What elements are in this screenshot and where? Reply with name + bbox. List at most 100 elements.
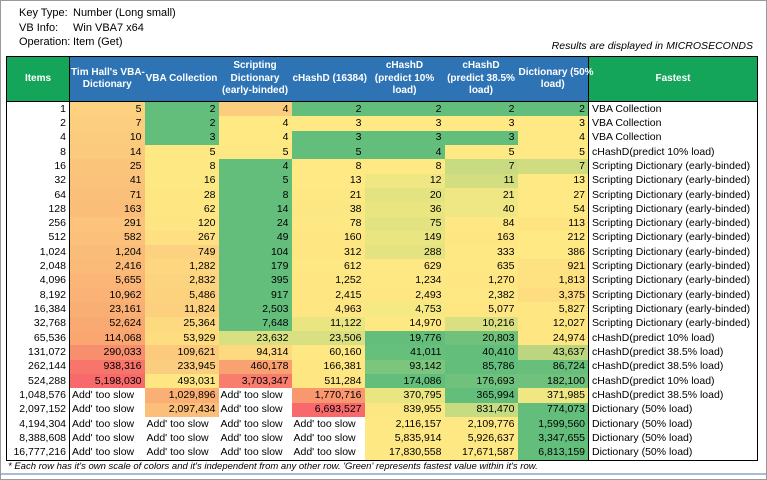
value-cell[interactable]: 25	[69, 159, 145, 174]
value-cell[interactable]: 13	[291, 173, 365, 188]
value-cell[interactable]: 267	[144, 230, 219, 246]
value-cell[interactable]: 1,599,560	[517, 416, 589, 432]
items-cell[interactable]: 2,048	[6, 259, 70, 274]
value-cell[interactable]: 365,994	[444, 388, 518, 403]
value-cell[interactable]: 291	[69, 216, 145, 231]
value-cell[interactable]: 395	[218, 273, 292, 289]
items-cell[interactable]: 131,072	[6, 345, 70, 360]
value-cell[interactable]: 2	[144, 116, 219, 131]
value-cell[interactable]: Add' too slow	[218, 445, 292, 461]
value-cell[interactable]: 511,284	[291, 373, 365, 389]
value-cell[interactable]: 43,637	[517, 345, 589, 360]
value-cell[interactable]: 52,624	[69, 316, 145, 331]
value-cell[interactable]: 149	[364, 230, 445, 246]
value-cell[interactable]: 5,827	[517, 302, 589, 317]
col-header-scripting[interactable]: Scripting Dictionary (early-binded)	[218, 56, 292, 102]
value-cell[interactable]: 4	[218, 130, 292, 145]
fastest-cell[interactable]: cHashD(predict 10% load)	[588, 331, 758, 346]
items-cell[interactable]: 4	[6, 130, 70, 145]
value-cell[interactable]: 371,985	[517, 388, 589, 403]
fastest-cell[interactable]: Scripting Dictionary (early-binded)	[588, 230, 758, 246]
value-cell[interactable]: 3	[444, 116, 518, 131]
value-cell[interactable]: Add' too slow	[218, 431, 292, 446]
fastest-cell[interactable]: cHashD(predict 10% load)	[588, 144, 758, 160]
value-cell[interactable]: 28	[144, 187, 219, 203]
value-cell[interactable]: 11,824	[144, 302, 219, 317]
value-cell[interactable]: 5,655	[69, 273, 145, 289]
value-cell[interactable]: Add' too slow	[291, 445, 365, 461]
value-cell[interactable]: 1,282	[144, 259, 219, 274]
value-cell[interactable]: 41,011	[364, 345, 445, 360]
value-cell[interactable]: 174,086	[364, 373, 445, 389]
fastest-cell[interactable]: Dictionary (50% load)	[588, 402, 758, 417]
value-cell[interactable]: 40,410	[444, 345, 518, 360]
value-cell[interactable]: 2	[444, 101, 518, 117]
value-cell[interactable]: 94,314	[218, 345, 292, 360]
value-cell[interactable]: 2	[364, 101, 445, 117]
value-cell[interactable]: 2	[517, 101, 589, 117]
value-cell[interactable]: 17,830,558	[364, 445, 445, 461]
value-cell[interactable]: 3	[291, 130, 365, 145]
items-cell[interactable]: 1	[6, 101, 70, 117]
value-cell[interactable]: 13	[517, 173, 589, 188]
value-cell[interactable]: 917	[218, 288, 292, 303]
value-cell[interactable]: 7,648	[218, 316, 292, 331]
value-cell[interactable]: 40	[444, 202, 518, 217]
value-cell[interactable]: 86,724	[517, 359, 589, 374]
items-cell[interactable]: 8,388,608	[6, 431, 70, 446]
value-cell[interactable]: 5	[218, 144, 292, 160]
value-cell[interactable]: 120	[144, 216, 219, 231]
value-cell[interactable]: 3,347,655	[517, 431, 589, 446]
value-cell[interactable]: 8	[144, 159, 219, 174]
items-cell[interactable]: 2	[6, 116, 70, 131]
value-cell[interactable]: Add' too slow	[144, 416, 219, 432]
value-cell[interactable]: 20,803	[444, 331, 518, 346]
value-cell[interactable]: 2,832	[144, 273, 219, 289]
fastest-cell[interactable]: Dictionary (50% load)	[588, 416, 758, 432]
items-cell[interactable]: 512	[6, 230, 70, 246]
value-cell[interactable]: Add' too slow	[218, 416, 292, 432]
value-cell[interactable]: 14,970	[364, 316, 445, 331]
value-cell[interactable]: 5	[218, 173, 292, 188]
items-cell[interactable]: 8	[6, 144, 70, 160]
value-cell[interactable]: Add' too slow	[144, 431, 219, 446]
value-cell[interactable]: 3	[517, 116, 589, 131]
value-cell[interactable]: Add' too slow	[69, 402, 145, 417]
value-cell[interactable]: 3	[364, 130, 445, 145]
fastest-cell[interactable]: Scripting Dictionary (early-binded)	[588, 302, 758, 317]
fastest-cell[interactable]: Scripting Dictionary (early-binded)	[588, 159, 758, 174]
value-cell[interactable]: 3	[144, 130, 219, 145]
value-cell[interactable]: 5,926,637	[444, 431, 518, 446]
col-header-dict50[interactable]: Dictionary (50% load)	[517, 56, 594, 102]
value-cell[interactable]: 4	[517, 130, 589, 145]
value-cell[interactable]: 163	[69, 202, 145, 217]
value-cell[interactable]: 921	[517, 259, 589, 274]
fastest-cell[interactable]: Scripting Dictionary (early-binded)	[588, 259, 758, 274]
value-cell[interactable]: 24	[218, 216, 292, 231]
value-cell[interactable]: 6,693,527	[291, 402, 365, 417]
value-cell[interactable]: 5,077	[444, 302, 518, 317]
items-cell[interactable]: 16,384	[6, 302, 70, 317]
value-cell[interactable]: 2,493	[364, 288, 445, 303]
value-cell[interactable]: 312	[291, 245, 365, 260]
value-cell[interactable]: Add' too slow	[69, 445, 145, 461]
value-cell[interactable]: 10	[69, 130, 145, 145]
value-cell[interactable]: 1,234	[364, 273, 445, 289]
value-cell[interactable]: 14	[69, 144, 145, 160]
items-cell[interactable]: 16	[6, 159, 70, 174]
value-cell[interactable]: 113	[517, 216, 589, 231]
fastest-cell[interactable]: Scripting Dictionary (early-binded)	[588, 187, 758, 203]
value-cell[interactable]: 629	[364, 259, 445, 274]
value-cell[interactable]: 3,375	[517, 288, 589, 303]
value-cell[interactable]: 2	[291, 101, 365, 117]
items-cell[interactable]: 8,192	[6, 288, 70, 303]
value-cell[interactable]: 176,693	[444, 373, 518, 389]
items-cell[interactable]: 4,096	[6, 273, 70, 289]
value-cell[interactable]: 2,097,434	[144, 402, 219, 417]
items-cell[interactable]: 4,194,304	[6, 416, 70, 432]
value-cell[interactable]: 290,033	[69, 345, 145, 360]
value-cell[interactable]: 3	[364, 116, 445, 131]
value-cell[interactable]: 1,029,896	[144, 388, 219, 403]
value-cell[interactable]: 333	[444, 245, 518, 260]
value-cell[interactable]: 2,109,776	[444, 416, 518, 432]
